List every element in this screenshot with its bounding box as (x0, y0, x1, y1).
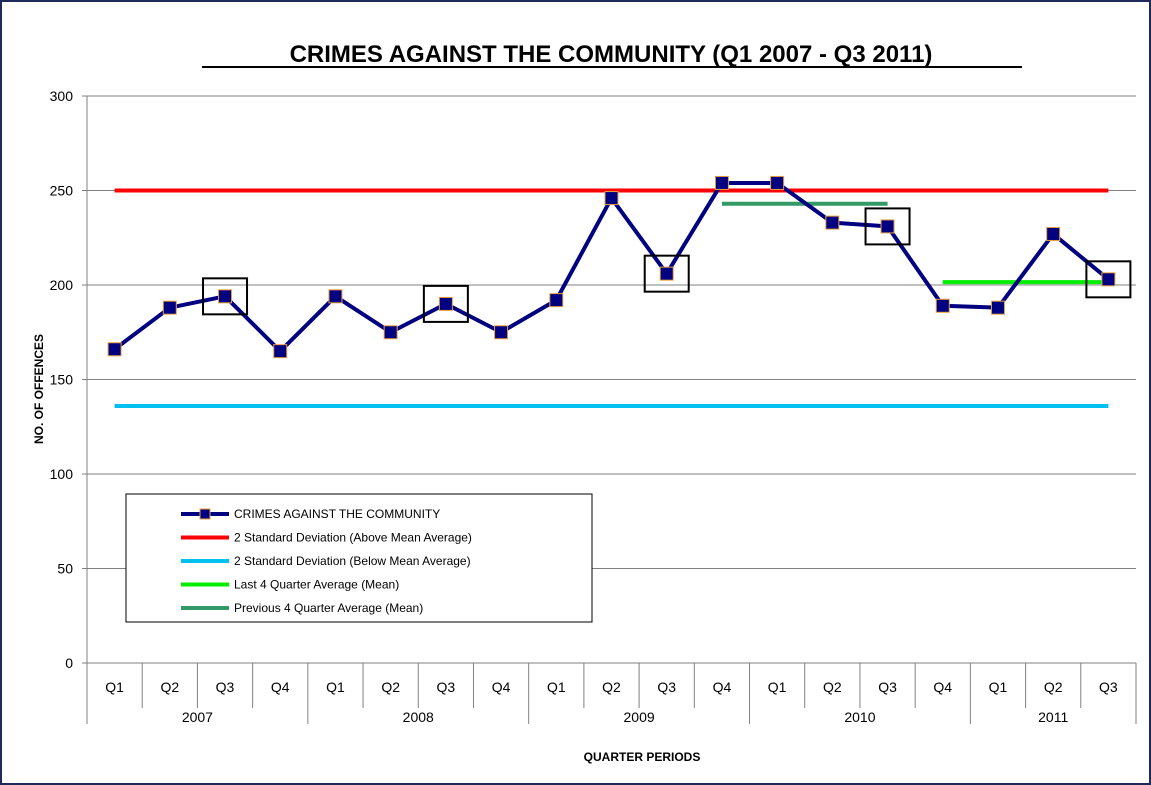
highlight-box (864, 207, 911, 246)
y-tick-label: 150 (50, 372, 74, 388)
legend-label: Previous 4 Quarter Average (Mean) (234, 601, 423, 615)
x-tick-label: Q3 (1099, 679, 1118, 695)
data-point (549, 293, 564, 308)
data-point (770, 175, 785, 190)
x-tick-label: Q1 (989, 679, 1008, 695)
highlight-box (202, 277, 249, 316)
highlight-box (643, 254, 690, 293)
y-tick-label: 0 (65, 655, 73, 671)
x-tick-label: Q3 (657, 679, 676, 695)
x-tick-label: Q1 (326, 679, 345, 695)
y-tick-label: 250 (50, 183, 74, 199)
group-label: 2008 (403, 709, 434, 725)
group-label: 2010 (844, 709, 875, 725)
x-tick-label: Q1 (105, 679, 124, 695)
data-point (604, 191, 619, 206)
legend-label: CRIMES AGAINST THE COMMUNITY (234, 507, 440, 521)
data-point (990, 300, 1005, 315)
x-tick-label: Q3 (216, 679, 235, 695)
x-tick-label: Q4 (492, 679, 511, 695)
x-tick-label: Q1 (768, 679, 787, 695)
legend-label: 2 Standard Deviation (Below Mean Average… (234, 554, 471, 568)
data-point (714, 175, 729, 190)
legend-label: 2 Standard Deviation (Above Mean Average… (234, 531, 472, 545)
x-tick-label: Q3 (437, 679, 456, 695)
group-label: 2007 (182, 709, 213, 725)
group-label: 2011 (1038, 709, 1068, 725)
data-point (1101, 272, 1116, 287)
x-tick-label: Q4 (713, 679, 732, 695)
data-point (1046, 226, 1061, 241)
chart-title: CRIMES AGAINST THE COMMUNITY (Q1 2007 - … (290, 41, 933, 68)
data-point (880, 219, 895, 234)
x-axis-categories: Q1 Q2 Q3 Q4 Q1 Q2 Q3 Q4 Q1 Q2 Q3 Q4 Q1 Q2 Q3 Q4 Q1 Q2 Q320… (86, 663, 1137, 725)
y-axis-ticks: 0 50 100 150 200 250 300 (50, 88, 87, 671)
legend-label: Last 4 Quarter Average (Mean) (234, 578, 399, 592)
y-tick-label: 100 (50, 466, 74, 482)
axes (86, 96, 1136, 664)
legend-marker (199, 508, 211, 520)
data-point (825, 215, 840, 230)
y-tick-label: 50 (57, 561, 73, 577)
y-tick-label: 200 (50, 277, 74, 293)
legend: CRIMES AGAINST THE COMMUNITY 2 Standard D… (125, 493, 593, 623)
series-line (113, 180, 1110, 354)
data-point (107, 342, 122, 357)
reference-lines (114, 188, 1109, 408)
data-point (162, 300, 177, 315)
data-point (659, 266, 674, 281)
x-tick-label: Q3 (878, 679, 897, 695)
data-point (438, 296, 453, 311)
data-point (218, 289, 233, 304)
x-tick-label: Q4 (271, 679, 290, 695)
data-point (273, 344, 288, 359)
x-tick-label: Q2 (602, 679, 621, 695)
data-point (328, 289, 343, 304)
x-tick-label: Q2 (381, 679, 400, 695)
group-label: 2009 (624, 709, 655, 725)
x-tick-label: Q2 (823, 679, 842, 695)
x-tick-label: Q2 (1044, 679, 1063, 695)
x-tick-label: Q4 (933, 679, 952, 695)
highlight-box (1085, 260, 1132, 299)
y-axis-title: NO. OF OFFENCES (32, 334, 46, 444)
x-tick-label: Q1 (547, 679, 566, 695)
x-axis-title: QUARTER PERIODS (584, 750, 701, 764)
highlight-boxes (202, 207, 1132, 323)
highlight-box (422, 284, 469, 323)
x-tick-label: Q2 (160, 679, 179, 695)
data-point (383, 325, 398, 340)
y-tick-label: 300 (50, 88, 74, 104)
data-point (494, 325, 509, 340)
series-crimes (107, 175, 1116, 359)
data-point (935, 298, 950, 313)
